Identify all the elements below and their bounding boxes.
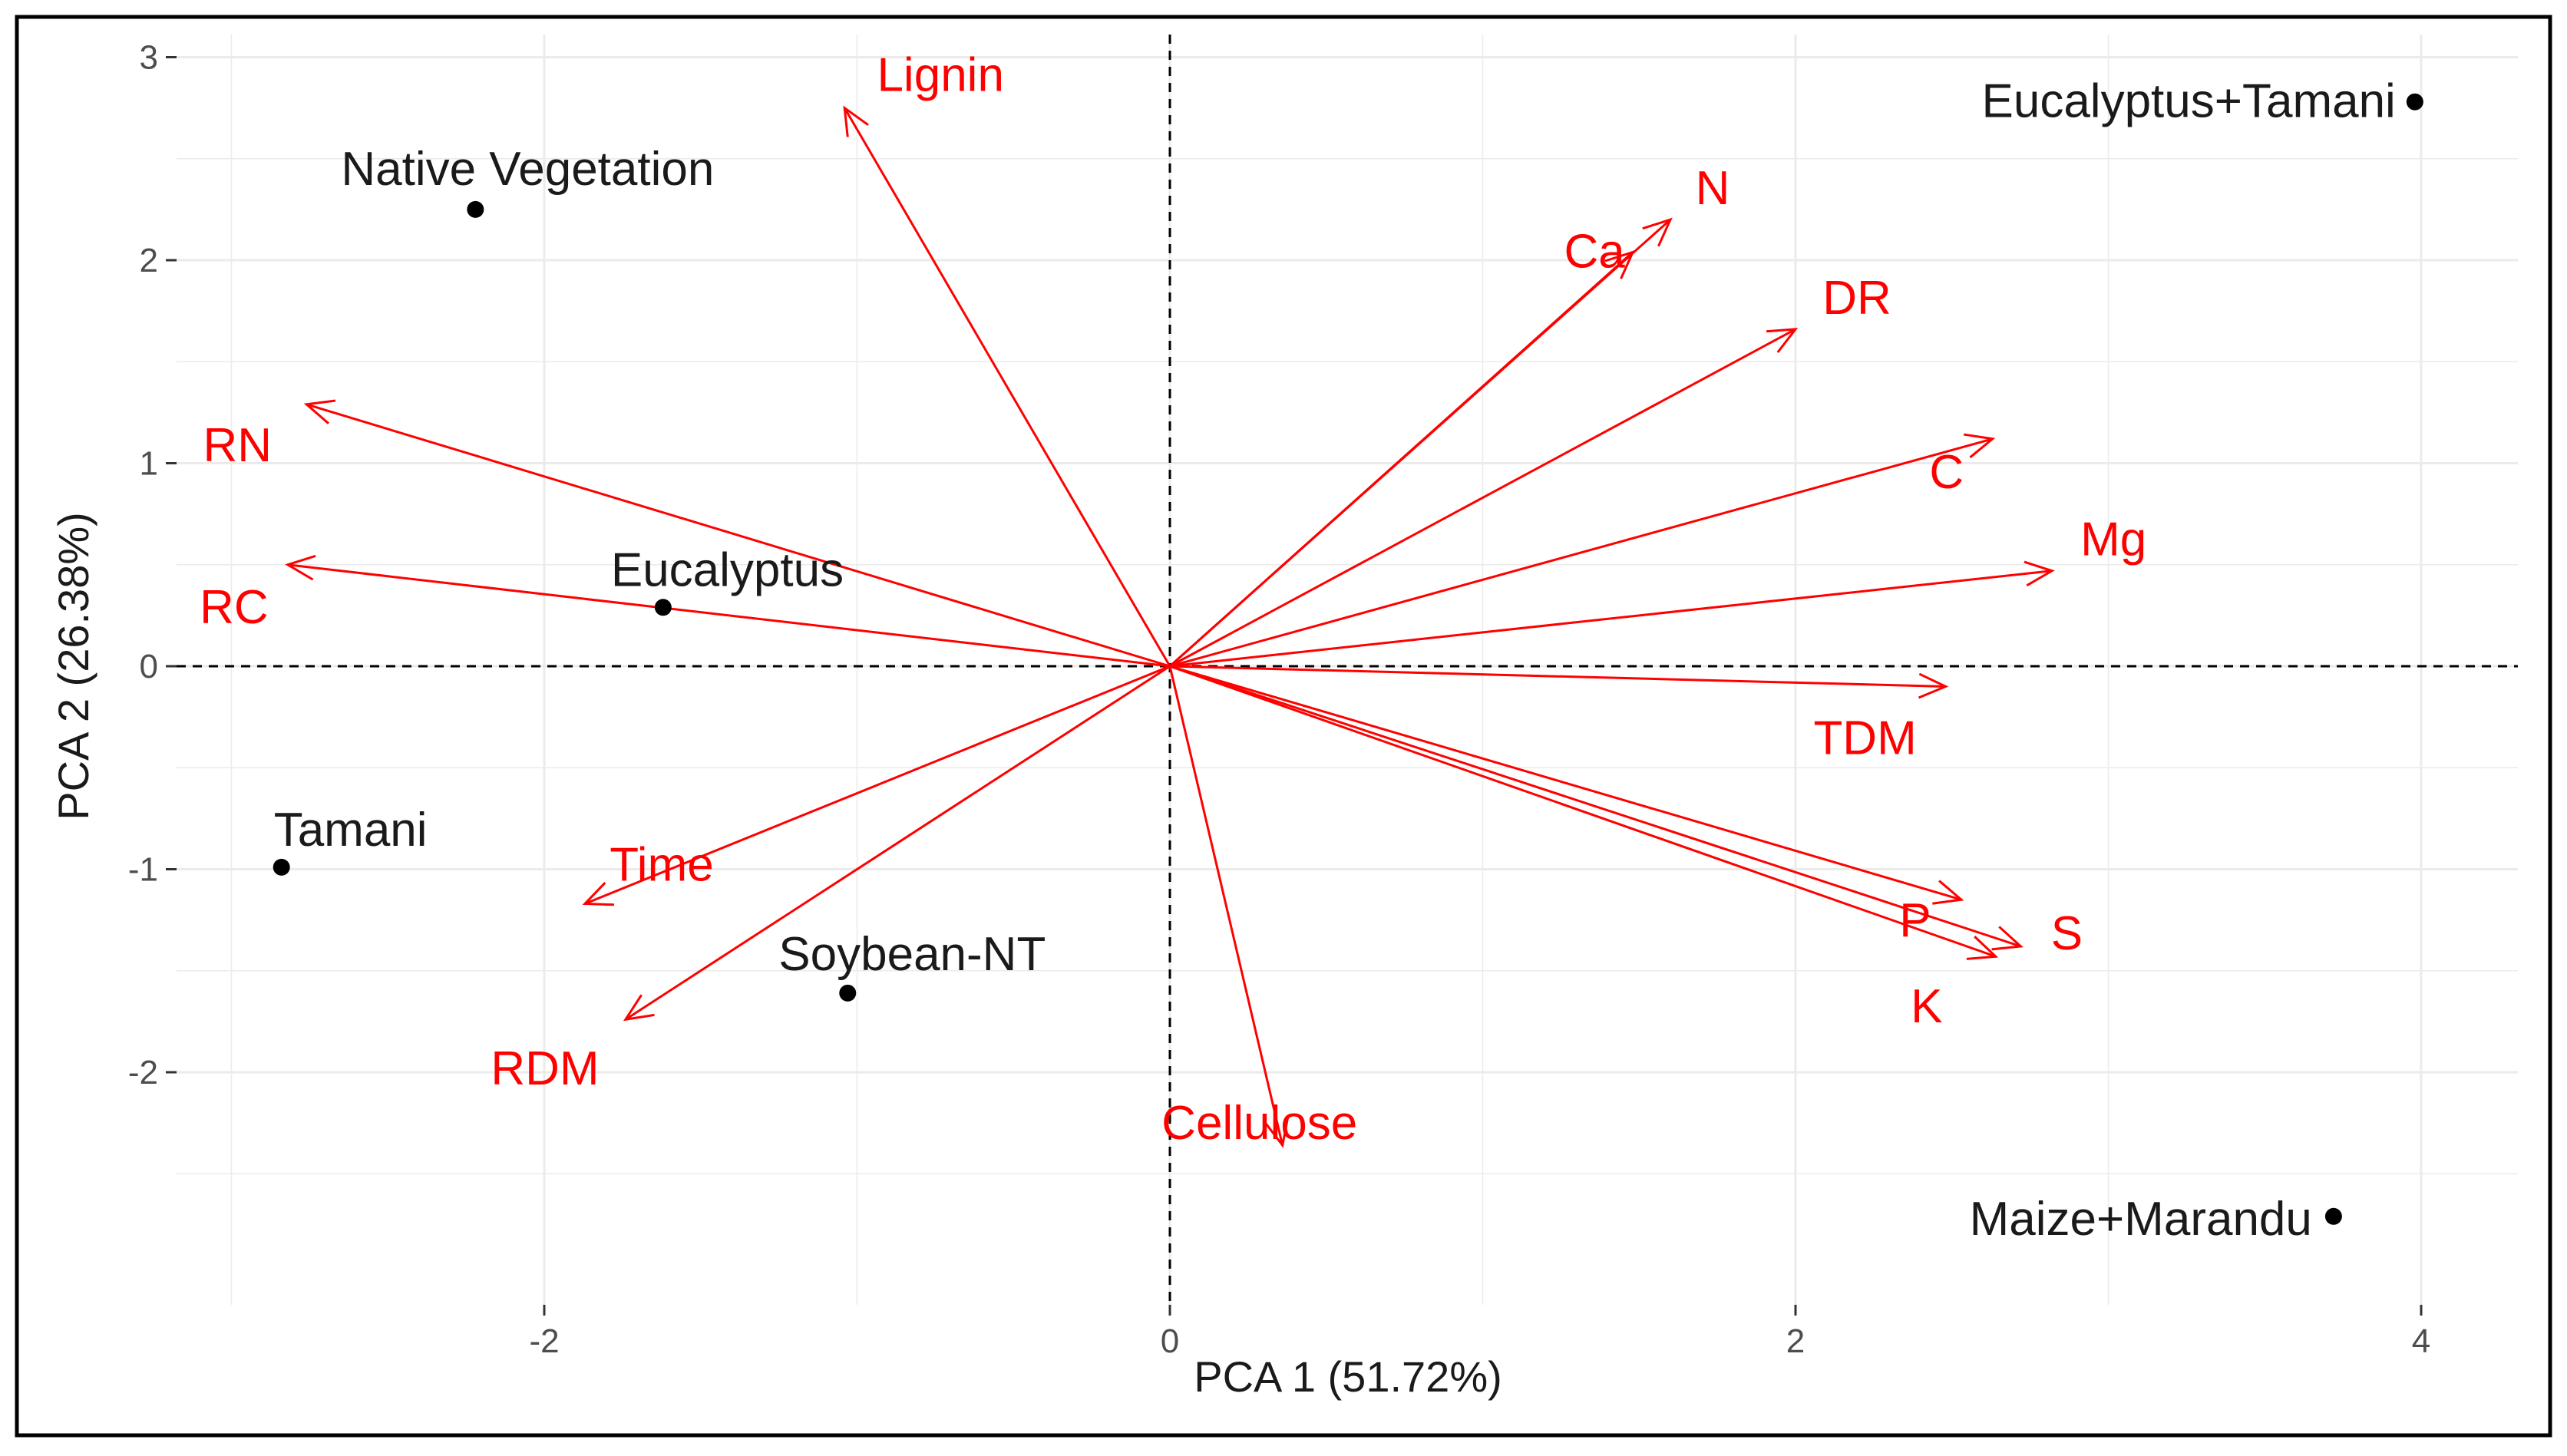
arrow-head-n: [1642, 217, 1673, 247]
arrow-shaft-rc: [287, 563, 1171, 668]
arrow-head-s: [1991, 926, 2024, 951]
y-tick-label: 0: [140, 648, 158, 685]
arrow-shaft-lignin: [843, 107, 1171, 667]
arrow-head-lignin: [843, 105, 869, 137]
variable-label-s: S: [2051, 907, 2083, 960]
arrow-head-k: [1966, 936, 1999, 960]
loading-arrow-s: [1169, 665, 2024, 951]
arrow-shaft-k: [1169, 665, 1997, 958]
variable-label-lignin: Lignin: [877, 49, 1003, 102]
arrow-shaft-rdm: [625, 665, 1171, 1021]
variable-label-rn: RN: [203, 419, 273, 472]
loading-arrow-lignin: [843, 105, 1171, 667]
observation-point-tamani: [273, 858, 290, 876]
y-tick-label: 1: [140, 445, 158, 483]
arrow-shaft-s: [1169, 665, 2021, 948]
loading-arrow-mg: [1169, 560, 2055, 668]
arrow-shaft-rn: [306, 403, 1171, 668]
y-tick-label: 3: [140, 39, 158, 77]
arrow-shaft-c: [1169, 437, 1994, 668]
observation-point-maize-marandu: [2324, 1207, 2342, 1225]
loading-arrow-rc: [285, 554, 1171, 668]
variable-label-time: Time: [610, 838, 713, 891]
labels: Lignin N Ca DR C Mg TDM P S K Cellulose RDM Time RC RN…: [200, 49, 2396, 1246]
observation-label-soybean-nt: Soybean-NT: [778, 928, 1046, 981]
variable-label-mg: Mg: [2080, 513, 2146, 566]
loading-arrow-cellulose: [1168, 665, 1290, 1148]
arrow-head-ca: [1604, 249, 1635, 279]
loading-arrow-p: [1169, 665, 1964, 905]
y-axis-title: PCA 2 (26.38%): [49, 512, 97, 820]
variable-label-dr: DR: [1822, 272, 1891, 325]
figure-border: [15, 15, 2552, 1438]
observation-label-maize-marandu: Maize+Marandu: [1970, 1193, 2312, 1246]
variable-label-c: C: [1929, 446, 1964, 499]
arrow-shaft-ca: [1168, 251, 1634, 668]
variable-label-p: P: [1899, 894, 1931, 947]
x-tick-label: 2: [1786, 1322, 1805, 1360]
variable-label-rc: RC: [200, 581, 269, 634]
observation-label-eucalyptus-tamani: Eucalyptus+Tamani: [1981, 75, 2395, 128]
arrow-head-rc: [285, 554, 316, 581]
arrow-shaft-mg: [1169, 570, 2053, 668]
y-tick-label: -2: [128, 1054, 158, 1091]
variable-label-tdm: TDM: [1813, 711, 1916, 764]
arrow-head-tdm: [1918, 672, 1949, 699]
axes: -2 0 2 4 3 2 1 0 -1 -2: [128, 39, 2430, 1361]
observation-point-eucalyptus-tamani: [2406, 93, 2423, 111]
observation-point-native-vegetation: [467, 200, 484, 218]
arrow-head-rdm: [623, 994, 655, 1022]
loading-arrow-ca: [1168, 249, 1635, 668]
x-tick-label: 0: [1161, 1322, 1179, 1360]
y-tick-label: -1: [128, 851, 158, 889]
variable-label-ca: Ca: [1564, 225, 1625, 278]
loading-arrow-rdm: [623, 665, 1171, 1022]
observation-point-eucalyptus: [654, 599, 672, 616]
arrow-shaft-cellulose: [1168, 665, 1284, 1146]
arrow-head-dr: [1766, 328, 1799, 353]
loading-arrow-c: [1169, 433, 1996, 668]
arrow-shaft-time: [584, 665, 1171, 905]
loading-arrow-time: [582, 665, 1171, 906]
x-tick-label: -2: [529, 1322, 559, 1360]
arrow-head-rn: [303, 399, 336, 424]
observation-label-eucalyptus: Eucalyptus: [611, 543, 844, 596]
arrow-head-time: [582, 882, 615, 906]
arrow-head-cellulose: [1264, 1116, 1290, 1148]
loading-arrow-k: [1169, 665, 1999, 960]
x-axis-title: PCA 1 (51.72%): [1194, 1352, 1502, 1401]
arrow-head-mg: [2024, 560, 2055, 587]
loading-arrow-dr: [1169, 328, 1799, 668]
variable-label-k: K: [1911, 980, 1942, 1033]
y-tick-label: 2: [140, 242, 158, 279]
observation-point-soybean-nt: [839, 984, 857, 1002]
arrow-shaft-p: [1169, 665, 1962, 901]
arrow-shaft-dr: [1169, 328, 1796, 668]
variable-label-cellulose: Cellulose: [1161, 1097, 1357, 1150]
observation-label-tamani: Tamani: [274, 804, 428, 857]
arrow-head-c: [1963, 433, 1996, 459]
loading-arrow-tdm: [1169, 665, 1949, 699]
arrow-head-p: [1932, 880, 1964, 905]
x-tick-label: 4: [2412, 1322, 2430, 1360]
observation-label-native-vegetation: Native Vegetation: [341, 143, 714, 196]
loading-arrow-rn: [303, 399, 1171, 668]
arrow-shaft-tdm: [1169, 665, 1946, 688]
loading-arrows: [285, 105, 2055, 1148]
variable-label-n: N: [1696, 162, 1730, 215]
variable-label-rdm: RDM: [491, 1042, 599, 1095]
observation-points: [273, 93, 2423, 1225]
